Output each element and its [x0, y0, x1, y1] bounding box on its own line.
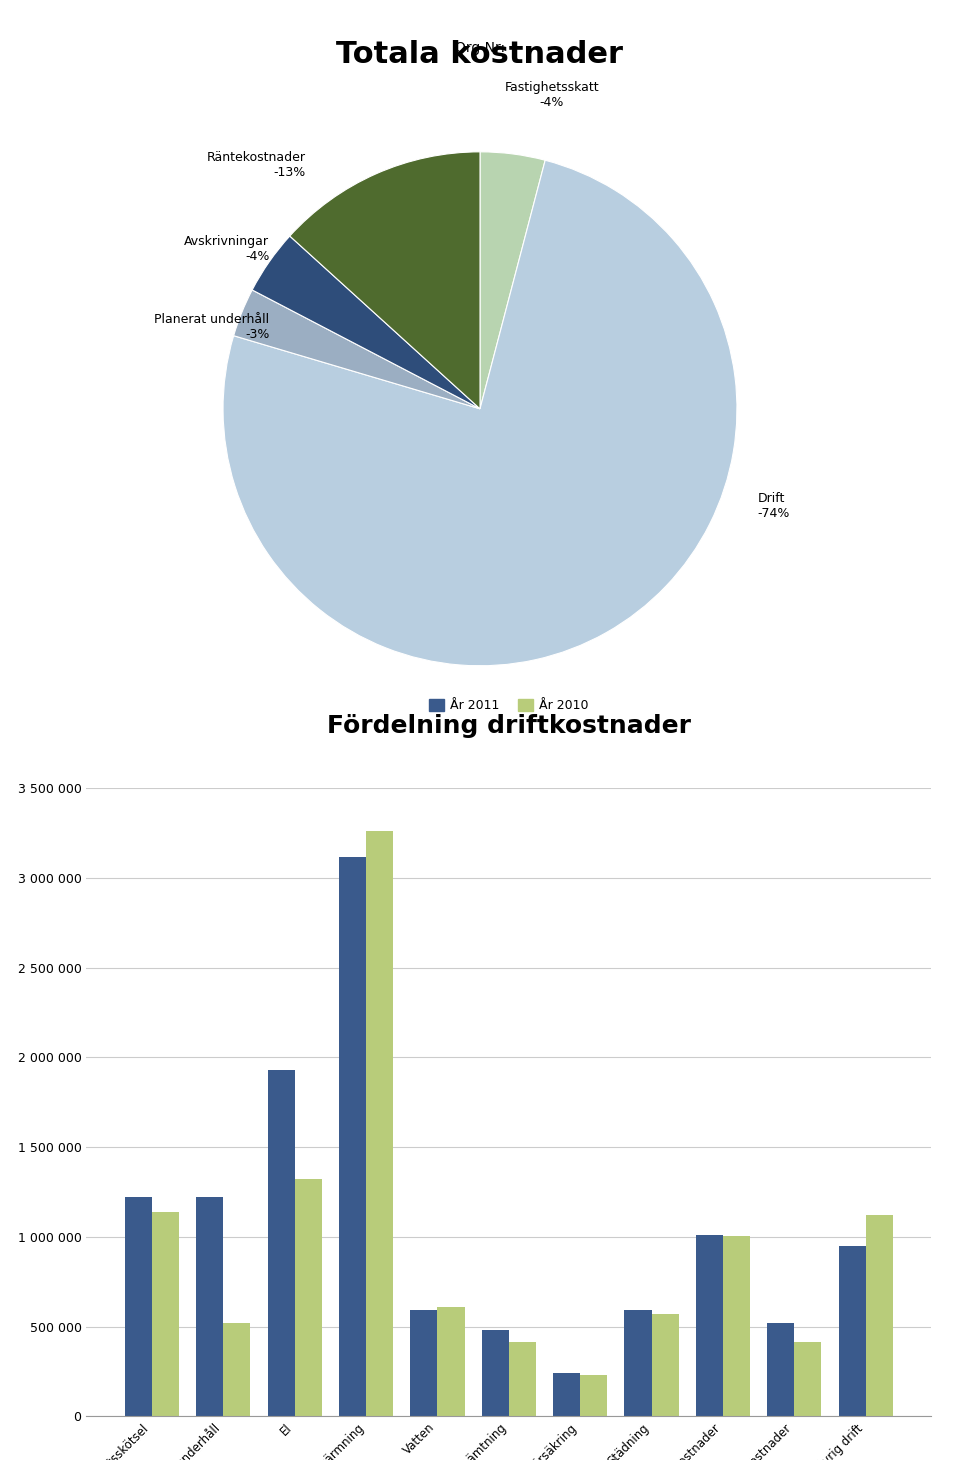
Wedge shape	[252, 237, 480, 409]
Bar	[482, 1330, 509, 1416]
Text: Avskrivningar
-4%: Avskrivningar -4%	[184, 235, 270, 263]
Text: Planerat underhåll
-3%: Planerat underhåll -3%	[155, 312, 270, 340]
Bar	[196, 1197, 224, 1416]
Bar	[553, 1374, 580, 1416]
Bar	[438, 1307, 465, 1416]
Bar	[268, 1070, 295, 1416]
Bar	[652, 1314, 679, 1416]
Wedge shape	[233, 291, 480, 409]
Title: Fördelning driftkostnader: Fördelning driftkostnader	[326, 714, 691, 737]
Wedge shape	[290, 152, 480, 409]
Bar	[410, 1311, 438, 1416]
Wedge shape	[223, 161, 737, 666]
Text: Räntekostnader
-13%: Räntekostnader -13%	[206, 150, 305, 178]
Bar	[125, 1197, 152, 1416]
Legend: År 2011, År 2010: År 2011, År 2010	[423, 694, 594, 717]
Bar	[866, 1215, 893, 1416]
Bar	[580, 1375, 608, 1416]
Bar	[509, 1342, 536, 1416]
Bar	[794, 1342, 822, 1416]
Bar	[224, 1323, 251, 1416]
Bar	[366, 831, 394, 1416]
Title: Totala kostnader: Totala kostnader	[337, 39, 623, 69]
Bar	[767, 1323, 794, 1416]
Bar	[339, 857, 366, 1416]
Text: Drift
-74%: Drift -74%	[757, 492, 790, 520]
Bar	[696, 1235, 723, 1416]
Bar	[295, 1180, 322, 1416]
Bar	[152, 1212, 180, 1416]
Bar	[838, 1245, 866, 1416]
Text: Org Nr:: Org Nr:	[455, 41, 505, 55]
Bar	[624, 1311, 652, 1416]
Wedge shape	[480, 152, 545, 409]
Bar	[723, 1237, 750, 1416]
Text: Fastighetsskatt
-4%: Fastighetsskatt -4%	[505, 82, 599, 110]
